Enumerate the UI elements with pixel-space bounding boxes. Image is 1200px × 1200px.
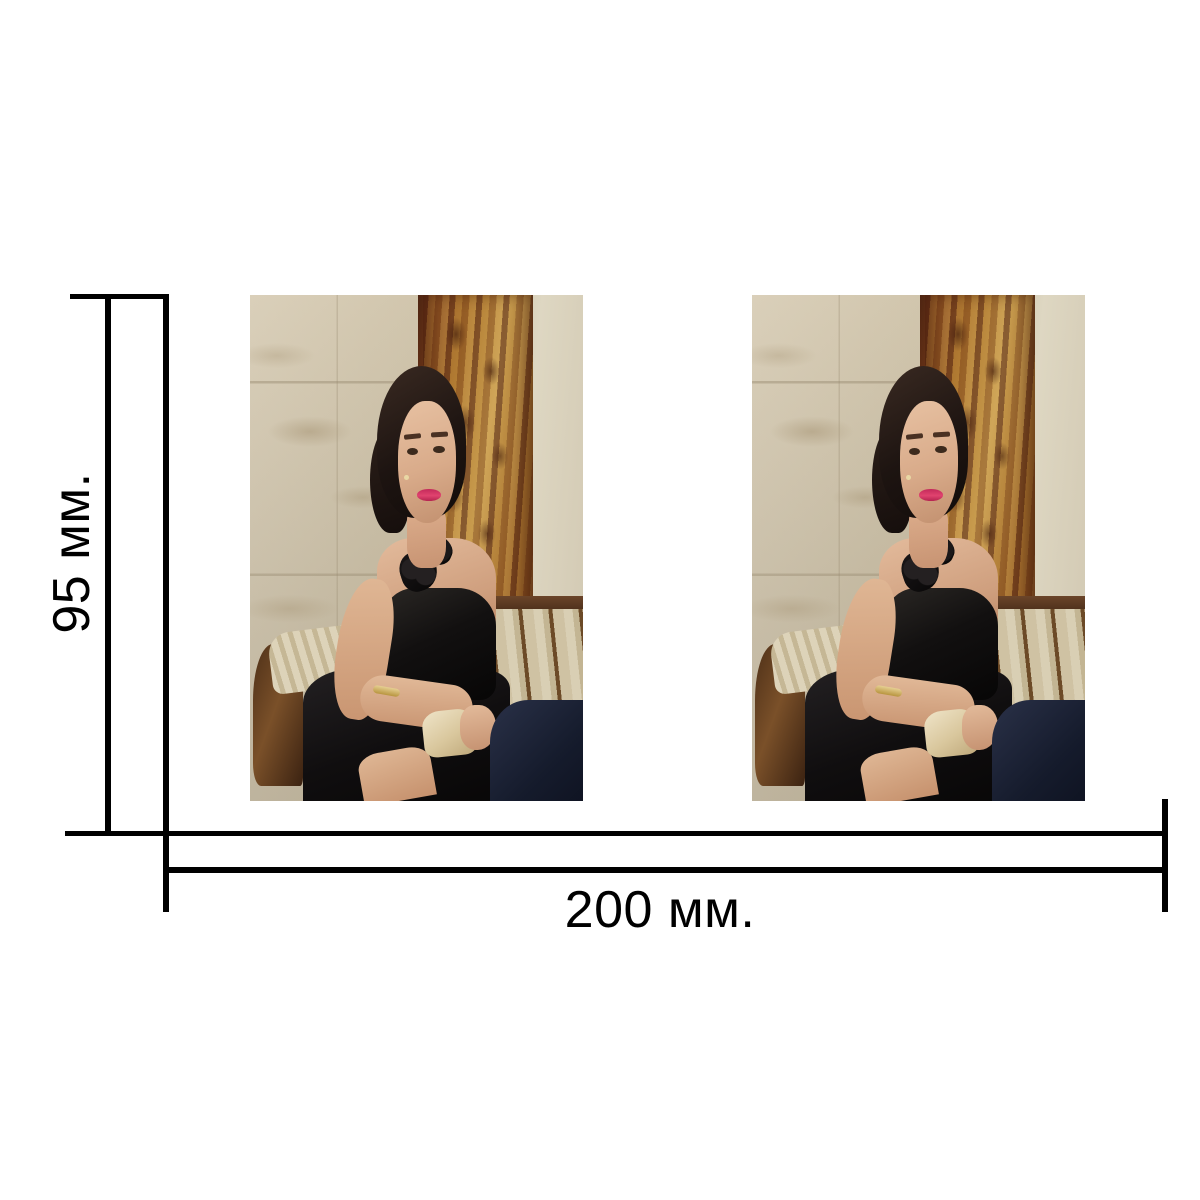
product-photo-right xyxy=(752,295,1085,801)
width-extension-line-right xyxy=(1162,799,1168,912)
height-dimension-label: 95 мм. xyxy=(43,472,101,634)
height-dimension-top-tick xyxy=(70,294,168,299)
width-dimension-label: 200 мм. xyxy=(564,881,756,939)
photo-face xyxy=(398,401,457,523)
photo-navy-object xyxy=(991,699,1085,801)
photo-eyebrow-right xyxy=(431,431,449,438)
product-photo-left xyxy=(250,295,583,801)
photo-lips xyxy=(918,489,944,501)
photo-lips xyxy=(416,489,442,501)
photo-eye-right xyxy=(935,445,948,454)
photo-eye-right xyxy=(433,445,446,454)
photo-earring xyxy=(403,474,410,481)
width-dimension-top-tick xyxy=(163,831,1168,836)
photo-eyebrow-right xyxy=(933,431,951,438)
photo-eye-left xyxy=(406,447,419,456)
photo-earring xyxy=(905,474,912,481)
photo-eye-left xyxy=(908,447,921,456)
height-dimension-bottom-tick xyxy=(65,831,168,836)
photo-navy-object xyxy=(489,699,583,801)
width-dimension-line xyxy=(163,867,1168,873)
height-dimension-line xyxy=(105,294,111,836)
height-extension-line xyxy=(163,294,169,912)
photo-face xyxy=(900,401,959,523)
